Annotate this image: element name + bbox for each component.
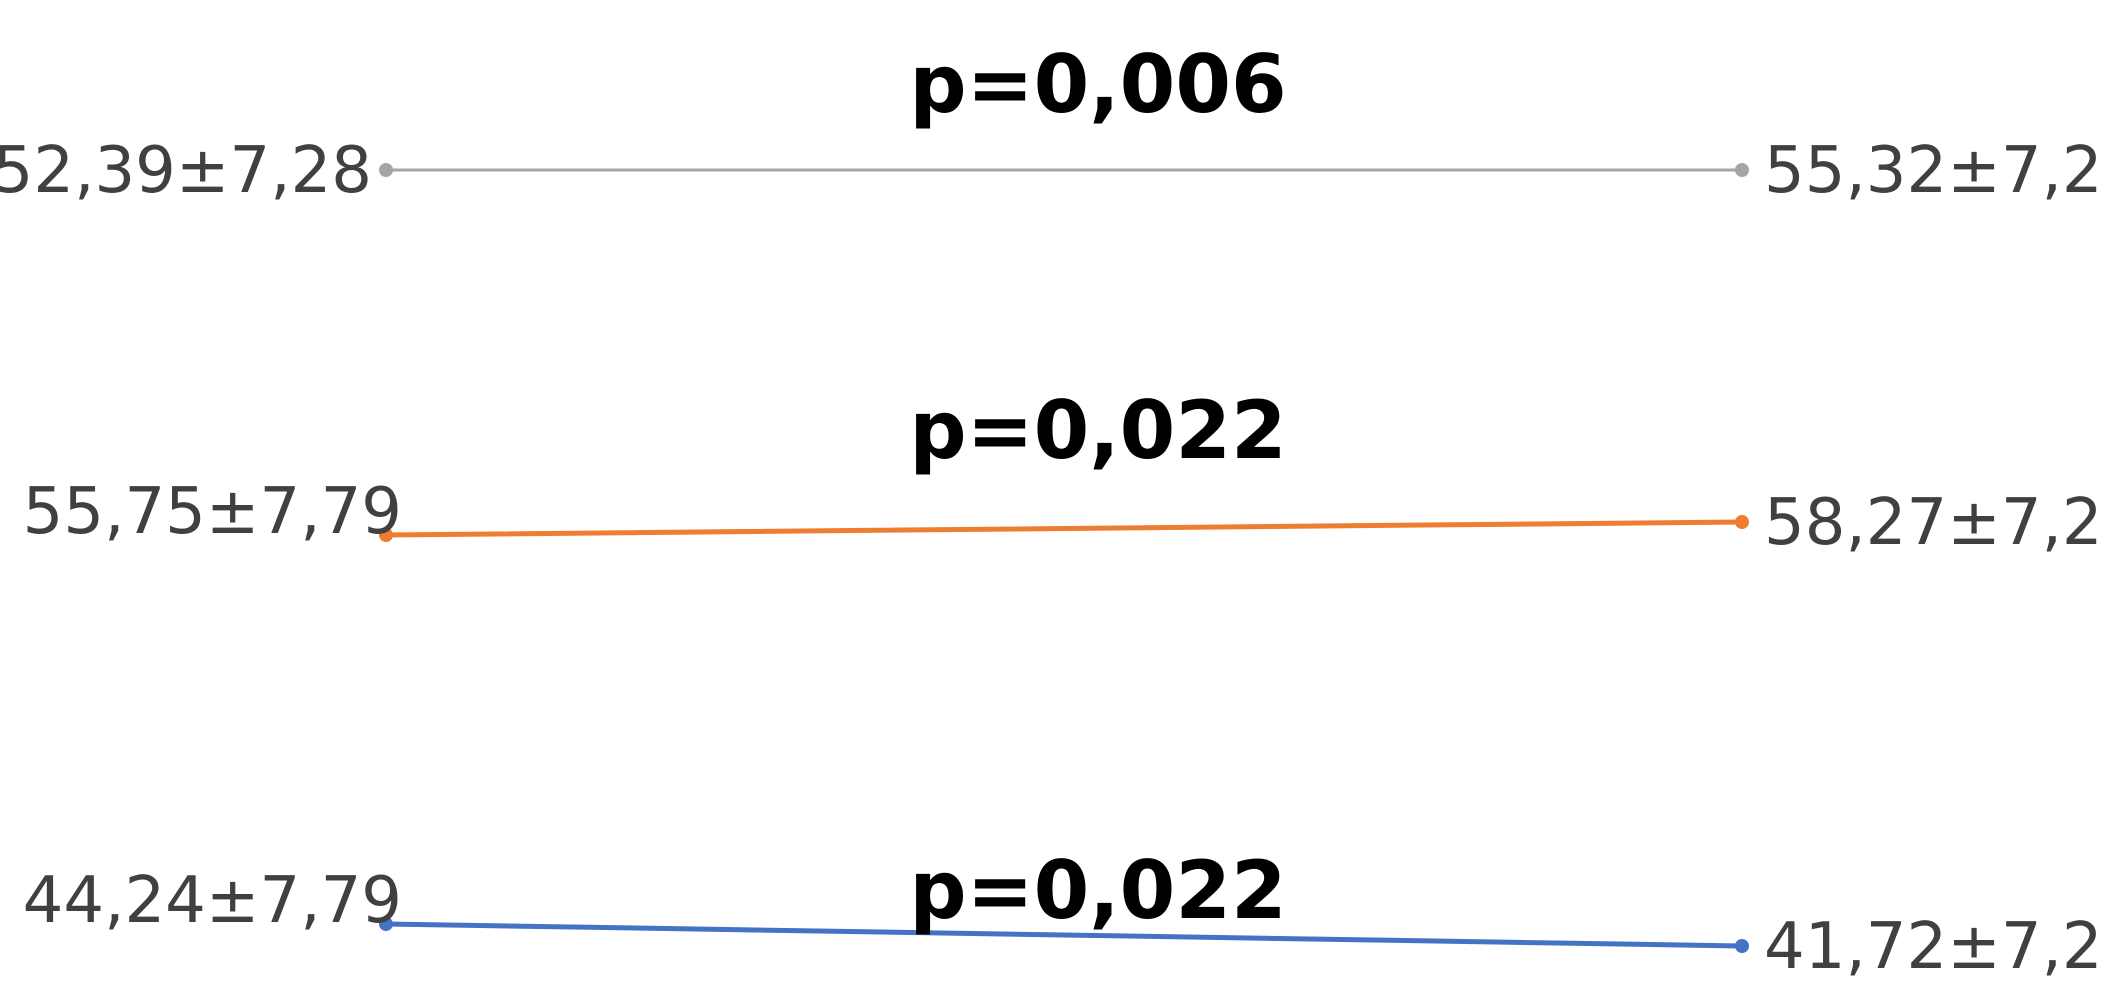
p-value-annotation: p=0,006 (909, 38, 1286, 131)
data-label: 44,24±7,79 (23, 864, 402, 938)
series-2: 55,75±7,79 58,27±7,27 p=0,022 (23, 384, 2106, 560)
data-point (1735, 939, 1749, 953)
data-point (1735, 515, 1749, 529)
data-label: 55,32±7,28 (1764, 134, 2106, 208)
series-line (383, 921, 1745, 949)
data-point (1735, 163, 1749, 177)
data-label: 41,72±7,27 (1764, 910, 2106, 982)
data-label: 58,27±7,27 (1764, 486, 2106, 560)
series-line (383, 519, 1745, 538)
data-point (379, 917, 393, 931)
p-value-annotation: p=0,022 (909, 844, 1286, 937)
data-label: 55,75±7,79 (23, 475, 402, 549)
data-point (379, 163, 393, 177)
series-3: 44,24±7,79 41,72±7,27 p=0,022 (23, 844, 2106, 982)
series-1: 52,39±7,28 55,32±7,28 p=0,006 (0, 38, 2106, 208)
data-point (379, 528, 393, 542)
data-label: 52,39±7,28 (0, 134, 372, 208)
p-value-annotation: p=0,022 (909, 384, 1286, 477)
